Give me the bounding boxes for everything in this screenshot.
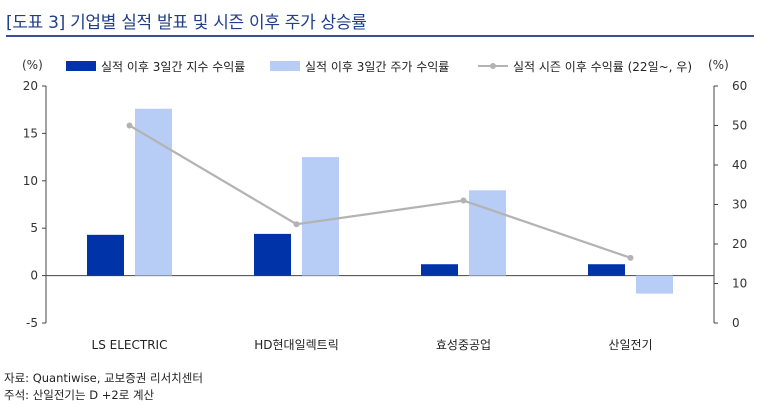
y-left-tick-label: 20 bbox=[23, 79, 38, 93]
season-return-point bbox=[627, 254, 634, 261]
y-right-tick-label: 10 bbox=[732, 277, 747, 291]
bar-stock-return bbox=[302, 157, 339, 276]
y-left-unit-label: (%) bbox=[22, 58, 43, 72]
y-left-tick-label: 15 bbox=[23, 126, 38, 140]
legend-label-stock-return: 실적 이후 3일간 주가 수익률 bbox=[305, 60, 449, 74]
bar-index-return bbox=[421, 264, 458, 276]
category-label: HD현대일렉트릭 bbox=[254, 338, 339, 352]
y-right-tick-label: 30 bbox=[732, 198, 747, 212]
bar-stock-return bbox=[135, 108, 172, 276]
bar-stock-return bbox=[469, 190, 506, 276]
y-right-tick-label: 0 bbox=[732, 316, 740, 330]
season-return-point bbox=[293, 221, 300, 228]
source-note: 자료: Quantiwise, 교보증권 리서치센터 bbox=[4, 371, 203, 385]
bar-marks bbox=[87, 108, 673, 294]
legend-swatch-stock-return bbox=[270, 61, 300, 71]
y-right-tick-label: 60 bbox=[732, 79, 747, 93]
bar-stock-return bbox=[636, 275, 673, 294]
category-labels: LS ELECTRIC HD현대일렉트릭 효성중공업 산일전기 bbox=[92, 338, 653, 352]
category-label: 산일전기 bbox=[608, 338, 652, 352]
legend-label-index-return: 실적 이후 3일간 지수 수익률 bbox=[101, 60, 245, 74]
line-series bbox=[126, 122, 634, 261]
chart-title: [도표 3] 기업별 실적 발표 및 시즌 이후 주가 상승률 bbox=[6, 13, 367, 33]
legend: 실적 이후 3일간 지수 수익률 실적 이후 3일간 주가 수익률 실적 시즌 … bbox=[66, 60, 692, 74]
title-bar: [도표 3] 기업별 실적 발표 및 시즌 이후 주가 상승률 bbox=[6, 8, 754, 37]
bar-index-return bbox=[254, 233, 291, 276]
y-left-tick-label: -5 bbox=[26, 316, 38, 330]
bar-index-return bbox=[87, 234, 124, 276]
bar-index-return bbox=[588, 264, 625, 276]
season-return-line bbox=[128, 124, 631, 259]
y-left-tick-label: 0 bbox=[30, 269, 38, 283]
legend-swatch-index-return bbox=[66, 61, 96, 71]
legend-marker-season-return bbox=[490, 63, 496, 69]
y-right-unit-label: (%) bbox=[708, 58, 729, 72]
title-underline bbox=[6, 35, 754, 37]
season-return-point bbox=[126, 122, 133, 129]
category-label: LS ELECTRIC bbox=[92, 338, 168, 352]
y-left-tick-label: 10 bbox=[23, 174, 38, 188]
y-right-tick-label: 50 bbox=[732, 119, 747, 133]
category-label: 효성중공업 bbox=[436, 338, 491, 352]
legend-label-season-return: 실적 시즌 이후 수익률 (22일~, 우) bbox=[513, 60, 692, 74]
y-right-tick-label: 40 bbox=[732, 158, 747, 172]
y-left-tick-label: 5 bbox=[30, 221, 38, 235]
y-right-tick-label: 20 bbox=[732, 237, 747, 251]
season-return-point bbox=[460, 197, 467, 204]
calc-note: 주석: 산일전기는 D +2로 계산 bbox=[4, 388, 155, 402]
